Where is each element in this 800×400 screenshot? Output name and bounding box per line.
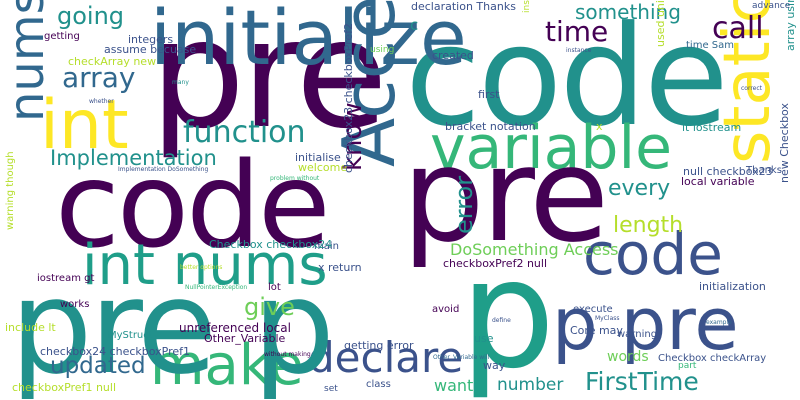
cloud-word: words	[607, 349, 649, 365]
cloud-word: function	[183, 115, 306, 150]
cloud-word: Core may	[570, 324, 623, 337]
cloud-word: FirstTime	[585, 367, 699, 396]
cloud-word: instead	[522, 0, 532, 13]
cloud-word: NullPointerException	[185, 284, 248, 291]
cloud-word: part	[678, 361, 697, 371]
cloud-word: declaration Thanks	[411, 0, 516, 13]
cloud-word: way	[483, 359, 506, 372]
cloud-word: lot	[268, 282, 281, 293]
cloud-word: using	[370, 45, 395, 55]
cloud-word: want	[434, 376, 474, 395]
cloud-word: p pre	[552, 282, 739, 366]
cloud-word: define	[492, 317, 511, 324]
cloud-word: MyClass	[595, 315, 620, 322]
cloud-word: local variable	[681, 175, 755, 188]
cloud-word: int nums	[82, 233, 328, 298]
cloud-word: time	[545, 15, 609, 48]
cloud-word: warning though	[5, 151, 16, 230]
cloud-word: checkbox24 checkboxPref1	[40, 345, 191, 358]
cloud-word: correct	[741, 85, 763, 92]
cloud-word: going	[57, 2, 125, 30]
cloud-word: give	[244, 293, 295, 321]
cloud-word: null checkbox23	[683, 165, 773, 178]
cloud-word: Checkbox checkArray	[658, 353, 767, 364]
cloud-word: Other_Variable will	[433, 354, 490, 361]
cloud-word: x return	[318, 261, 362, 274]
cloud-word: advance	[752, 1, 791, 11]
cloud-word: first	[478, 88, 500, 101]
cloud-word: something	[575, 0, 681, 24]
cloud-word: example	[706, 319, 732, 326]
cloud-word: lt iostream	[682, 121, 742, 134]
cloud-word: p	[460, 228, 556, 400]
cloud-word: Thanks	[746, 165, 782, 176]
cloud-word: every	[608, 176, 671, 201]
cloud-word: int	[40, 86, 129, 165]
cloud-word: variable	[430, 113, 673, 183]
cloud-word: Implementation	[50, 146, 217, 170]
cloud-word: problem without	[270, 175, 320, 182]
cloud-word: bracket notation	[445, 120, 536, 133]
cloud-word: x	[596, 120, 603, 133]
cloud-word: Other_Variable	[204, 332, 286, 345]
cloud-word: initialization	[699, 280, 766, 293]
cloud-word: checkboxPref2 null	[443, 257, 548, 270]
cloud-word: make	[150, 333, 304, 398]
cloud-word: assume becuase	[104, 43, 197, 56]
cloud-word: code	[55, 136, 331, 274]
cloud-word: iostream gt	[37, 273, 95, 284]
cloud-word: nums code	[0, 0, 55, 122]
cloud-word: instance	[566, 47, 592, 54]
cloud-word: c	[410, 16, 419, 34]
cloud-word: number	[497, 375, 564, 395]
cloud-word: getting error	[344, 339, 414, 352]
cloud-word: avoid	[432, 304, 460, 315]
cloud-word: works	[60, 299, 90, 310]
cloud-word: MyStruct	[108, 330, 153, 341]
cloud-word: many	[172, 79, 189, 86]
cloud-word: Implementation DoSomething	[118, 166, 209, 173]
cloud-word: getting	[44, 31, 80, 42]
cloud-word: unreferenced local	[179, 321, 291, 335]
cloud-word: pre p	[10, 251, 335, 400]
cloud-word: array	[62, 61, 136, 94]
cloud-word: checkboxPref1 null	[12, 381, 117, 394]
cloud-word: length	[613, 213, 684, 238]
cloud-word: code	[583, 220, 723, 288]
cloud-word: call	[712, 11, 764, 46]
cloud-word: better options	[180, 264, 223, 271]
cloud-word: Checkbox checkbox24	[209, 238, 333, 251]
cloud-word: error	[450, 175, 478, 234]
cloud-word: time Sam	[686, 40, 734, 51]
cloud-word: without making	[264, 351, 311, 358]
cloud-word: include lt	[5, 321, 56, 334]
cloud-word: updated	[50, 353, 146, 379]
cloud-word: DoSomething Access	[450, 240, 619, 259]
cloud-word: initialise	[295, 151, 341, 164]
cloud-word: pre	[402, 119, 609, 271]
cloud-word: initialize	[150, 0, 467, 82]
cloud-word: execute	[573, 304, 613, 315]
cloud-word: main	[314, 241, 339, 252]
cloud-word: checkArray new	[68, 55, 157, 68]
cloud-word: use	[474, 332, 494, 345]
cloud-word: used uninitialized	[654, 0, 667, 47]
cloud-word: new Checkbox	[778, 103, 791, 183]
cloud-word: pre	[150, 0, 388, 162]
cloud-word: set	[324, 384, 338, 394]
cloud-word: class	[366, 379, 391, 390]
cloud-word: welcome	[298, 161, 348, 174]
cloud-word: checkbox23 checkboxPref2	[342, 22, 355, 173]
cloud-word: whether	[89, 98, 114, 105]
cloud-word: declare	[308, 333, 464, 382]
cloud-word: created	[432, 49, 474, 62]
cloud-word: integers	[128, 33, 174, 46]
cloud-word: code	[405, 0, 729, 157]
cloud-word: warning	[617, 329, 658, 340]
